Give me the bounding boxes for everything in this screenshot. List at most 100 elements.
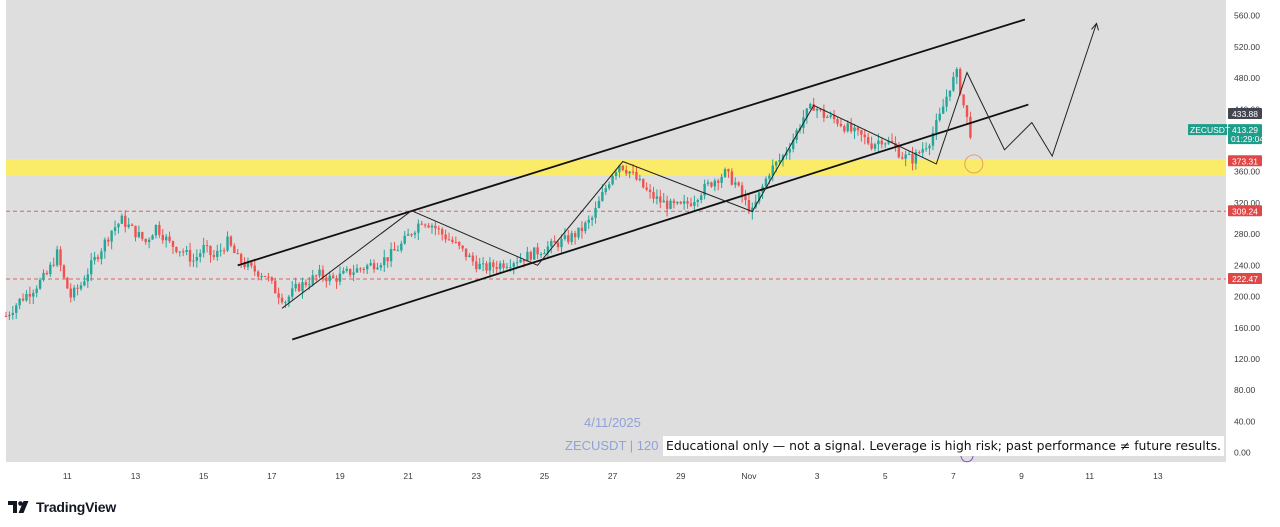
- x-tick-label: 11: [1085, 471, 1094, 481]
- candle-body: [42, 272, 45, 280]
- candle-body: [604, 188, 607, 192]
- y-tick-label: 120.00: [1234, 354, 1260, 364]
- candle-body: [454, 241, 458, 243]
- candle-body: [635, 171, 638, 180]
- y-tick-label: 160.00: [1234, 323, 1260, 333]
- candle-body: [434, 225, 437, 229]
- candle-body: [638, 178, 642, 180]
- candle-body: [815, 109, 819, 111]
- candle-body: [311, 275, 314, 285]
- candle-body: [294, 283, 297, 289]
- candle-body: [734, 182, 737, 185]
- candle-body: [846, 123, 849, 132]
- candle-body: [924, 148, 928, 150]
- candle-body: [175, 246, 178, 252]
- candle-body: [502, 263, 505, 268]
- candle-body: [21, 298, 25, 301]
- candle-body: [904, 154, 907, 159]
- candle-body: [110, 230, 113, 242]
- candle-body: [45, 272, 49, 275]
- support-zone-0: [6, 159, 1226, 176]
- candle-body: [79, 285, 83, 289]
- candle-body: [195, 256, 199, 261]
- candle-body: [693, 201, 696, 206]
- candle-body: [539, 254, 543, 256]
- symbol-tag-bg: [1188, 124, 1227, 136]
- candle-body: [843, 126, 846, 132]
- candle-body: [15, 305, 18, 313]
- candle-body: [614, 172, 618, 177]
- watermark-date: 4/11/2025: [584, 415, 641, 430]
- channel-upper-line[interactable]: [237, 18, 1026, 267]
- candle-body: [832, 115, 836, 120]
- candle-body: [509, 266, 512, 268]
- candle-body: [274, 280, 277, 294]
- candle-body: [543, 253, 546, 255]
- candle-body: [134, 225, 137, 238]
- candle-body: [703, 183, 706, 196]
- candle-body: [492, 262, 495, 268]
- candle-body: [921, 149, 924, 153]
- candle-body: [55, 249, 59, 266]
- candle-body: [164, 236, 168, 241]
- x-tick-label: Nov: [741, 471, 757, 481]
- candle-body: [96, 256, 100, 260]
- level-price-tag-2-bg: [1228, 273, 1262, 285]
- channel-lower-line[interactable]: [291, 103, 1029, 341]
- candle-body: [648, 189, 652, 192]
- candle-body: [560, 238, 563, 248]
- candle-body: [768, 175, 771, 179]
- candle-body: [597, 200, 601, 208]
- plot-area[interactable]: [6, 0, 1226, 462]
- candle-body: [437, 228, 440, 230]
- y-tick-label: 200.00: [1234, 292, 1260, 302]
- tradingview-brand[interactable]: TradingView: [8, 497, 116, 517]
- candle-body: [587, 219, 590, 223]
- y-tick-label: 360.00: [1234, 167, 1260, 177]
- candle-body: [396, 250, 400, 252]
- candle-body: [550, 240, 553, 247]
- candle-body: [69, 288, 72, 298]
- candle-body: [628, 171, 631, 174]
- candle-body: [945, 96, 948, 107]
- candle-body: [645, 187, 648, 190]
- candle-body: [199, 253, 202, 257]
- candle-body: [771, 165, 774, 176]
- horizontal-levels-layer: [6, 159, 1226, 280]
- candle-body: [304, 282, 308, 285]
- candle-body: [342, 270, 345, 274]
- level-price-tag-0: 373.31: [1232, 156, 1258, 166]
- countdown-label: 01:29:04: [1231, 134, 1264, 144]
- candle-body: [965, 105, 969, 117]
- candle-body: [890, 140, 894, 143]
- x-tick-label: 19: [335, 471, 345, 481]
- time-axis[interactable]: 11 13 15 17 19 21 23 25 27 29 Nov 3 5 7 9 11 13: [63, 471, 1163, 481]
- candle-body: [52, 264, 55, 266]
- candle-body: [352, 272, 355, 275]
- candle-body: [178, 251, 181, 253]
- candle-body: [829, 115, 832, 117]
- candle-body: [386, 257, 389, 262]
- candle-body: [328, 275, 331, 282]
- candle-body: [935, 120, 938, 133]
- price-axis[interactable]: 560.00520.00480.00440.00400.00360.00320.…: [1234, 11, 1260, 458]
- candle-body: [359, 268, 362, 270]
- candle-body: [355, 268, 359, 273]
- candle-body: [914, 152, 918, 164]
- candle-body: [519, 259, 522, 263]
- candle-body: [887, 140, 890, 144]
- candle-body: [819, 109, 822, 111]
- candle-body: [471, 255, 475, 262]
- candle-body: [958, 69, 962, 95]
- candle-body: [226, 236, 229, 251]
- candle-body: [464, 248, 468, 258]
- candle-body: [413, 232, 417, 235]
- candle-body: [202, 245, 205, 254]
- candle-body: [570, 233, 573, 242]
- candle-body: [713, 180, 717, 187]
- candle-body: [931, 132, 935, 146]
- candle-body: [233, 245, 236, 254]
- projection-path[interactable]: [281, 23, 1097, 309]
